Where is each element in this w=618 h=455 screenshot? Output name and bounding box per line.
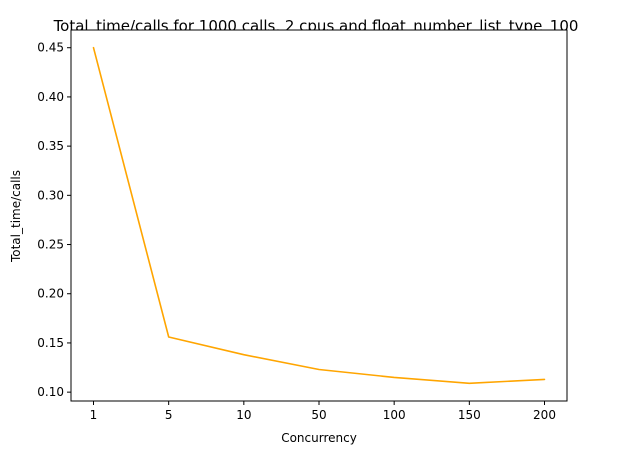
x-tick-label: 5 (165, 408, 173, 422)
y-tick-label: 0.15 (37, 336, 64, 350)
x-tick-label: 1 (90, 408, 98, 422)
y-axis-label: Total_time/calls (9, 170, 23, 263)
x-axis-label: Concurrency (281, 431, 357, 445)
y-tick-label: 0.35 (37, 139, 64, 153)
y-tick-label: 0.10 (37, 385, 64, 399)
y-tick-label: 0.40 (37, 90, 64, 104)
series-line (92, 46, 546, 385)
x-tick-label: 150 (458, 408, 481, 422)
plot-area (70, 29, 568, 402)
y-tick-label: 0.20 (37, 287, 64, 301)
x-tick-label: 50 (311, 408, 326, 422)
x-tick-label: 10 (236, 408, 251, 422)
y-axis: 0.10 0.15 0.20 0.25 0.30 0.35 0.40 0.45 (37, 41, 71, 399)
y-tick-label: 0.30 (37, 188, 64, 202)
x-tick-label: 200 (533, 408, 556, 422)
y-tick-label: 0.25 (37, 238, 64, 252)
x-tick-label: 100 (383, 408, 406, 422)
x-axis: 1 5 10 50 100 150 200 (90, 401, 556, 422)
y-tick-label: 0.45 (37, 41, 64, 55)
series-layer (92, 46, 546, 385)
